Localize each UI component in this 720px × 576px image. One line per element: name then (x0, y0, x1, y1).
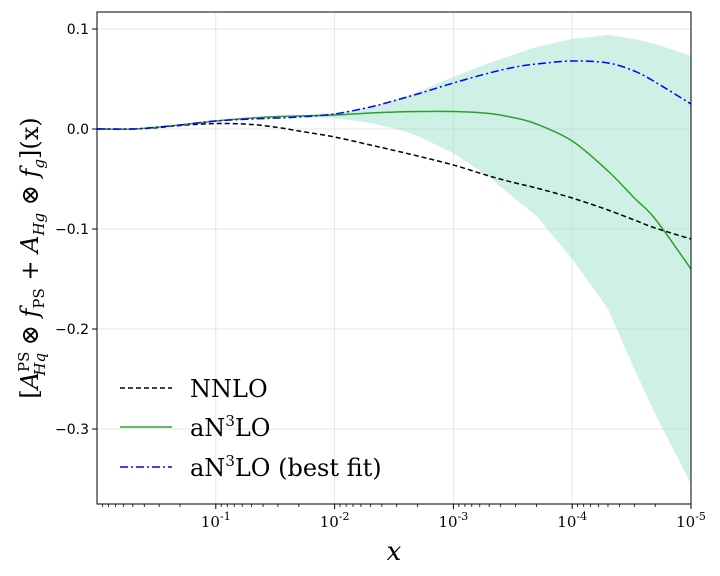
uncertainty-band (97, 35, 691, 484)
x-axis-label: x (387, 537, 402, 567)
y-tick-label: −0.3 (55, 422, 89, 438)
x-tick-label: 10-1 (201, 510, 231, 531)
y-tick-label: −0.2 (55, 322, 89, 338)
x-ticks: 10-1 10-2 10-3 10-4 10-5 (102, 504, 706, 531)
legend: NNLO aN3LO aN3LO (best fit) (120, 375, 382, 482)
y-axis-label: [APSHq ⊗ fPS + AHg ⊗ fg](x) (15, 117, 49, 398)
y-tick-label: 0.0 (67, 122, 89, 138)
x-tick-label: 10-3 (438, 510, 468, 531)
y-tick-label: −0.1 (55, 222, 89, 238)
y-ticks: 0.1 0.0 −0.1 −0.2 −0.3 (55, 22, 97, 438)
plot-frame (96, 11, 692, 505)
x-tick-label: 10-2 (320, 510, 350, 531)
legend-label-an3lo-best-fit: aN3LO (best fit) (190, 452, 382, 482)
series-line-2 (96, 60, 692, 130)
x-tick-label: 10-5 (676, 510, 706, 531)
legend-label-nnlo: NNLO (190, 375, 268, 403)
y-tick-label: 0.1 (67, 22, 89, 38)
x-tick-label: 10-4 (557, 510, 587, 531)
series-lines (96, 60, 692, 270)
series-line-0 (96, 122, 692, 240)
legend-label-an3lo: aN3LO (190, 412, 270, 442)
